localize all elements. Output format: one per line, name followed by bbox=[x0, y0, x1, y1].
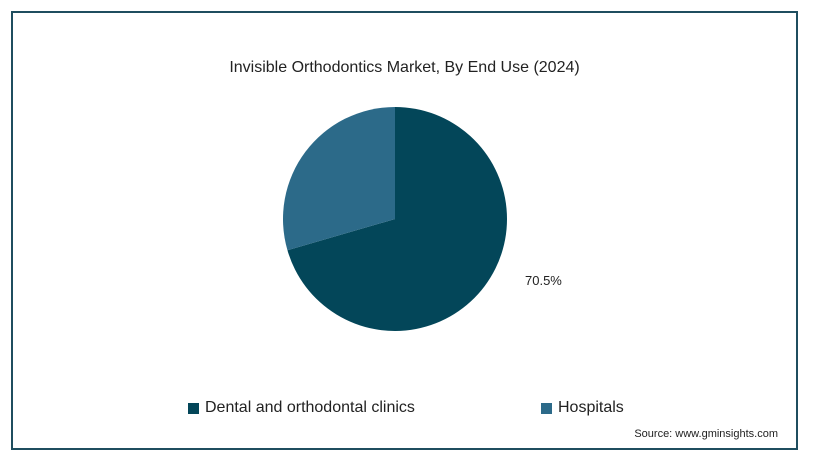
legend-item-hospitals: Hospitals bbox=[541, 399, 624, 417]
legend-swatch-dental-clinics bbox=[188, 402, 199, 414]
pie-slice-1 bbox=[283, 107, 395, 251]
legend-item-dental-clinics: Dental and orthodontal clinics bbox=[188, 399, 415, 417]
chart-legend: Dental and orthodontal clinics Hospitals bbox=[13, 399, 800, 423]
chart-frame: Invisible Orthodontics Market, By End Us… bbox=[11, 11, 798, 450]
pie-data-label-0: 70.5% bbox=[525, 273, 562, 288]
legend-label-hospitals: Hospitals bbox=[558, 399, 624, 416]
legend-swatch-hospitals bbox=[541, 402, 552, 414]
pie-slice-0 bbox=[287, 107, 508, 332]
pie-chart: 70.5% bbox=[283, 107, 562, 332]
source-note: Source: www.gminsights.com bbox=[634, 428, 778, 440]
legend-label-dental-clinics: Dental and orthodontal clinics bbox=[205, 399, 415, 416]
chart-title: Invisible Orthodontics Market, By End Us… bbox=[229, 59, 580, 76]
